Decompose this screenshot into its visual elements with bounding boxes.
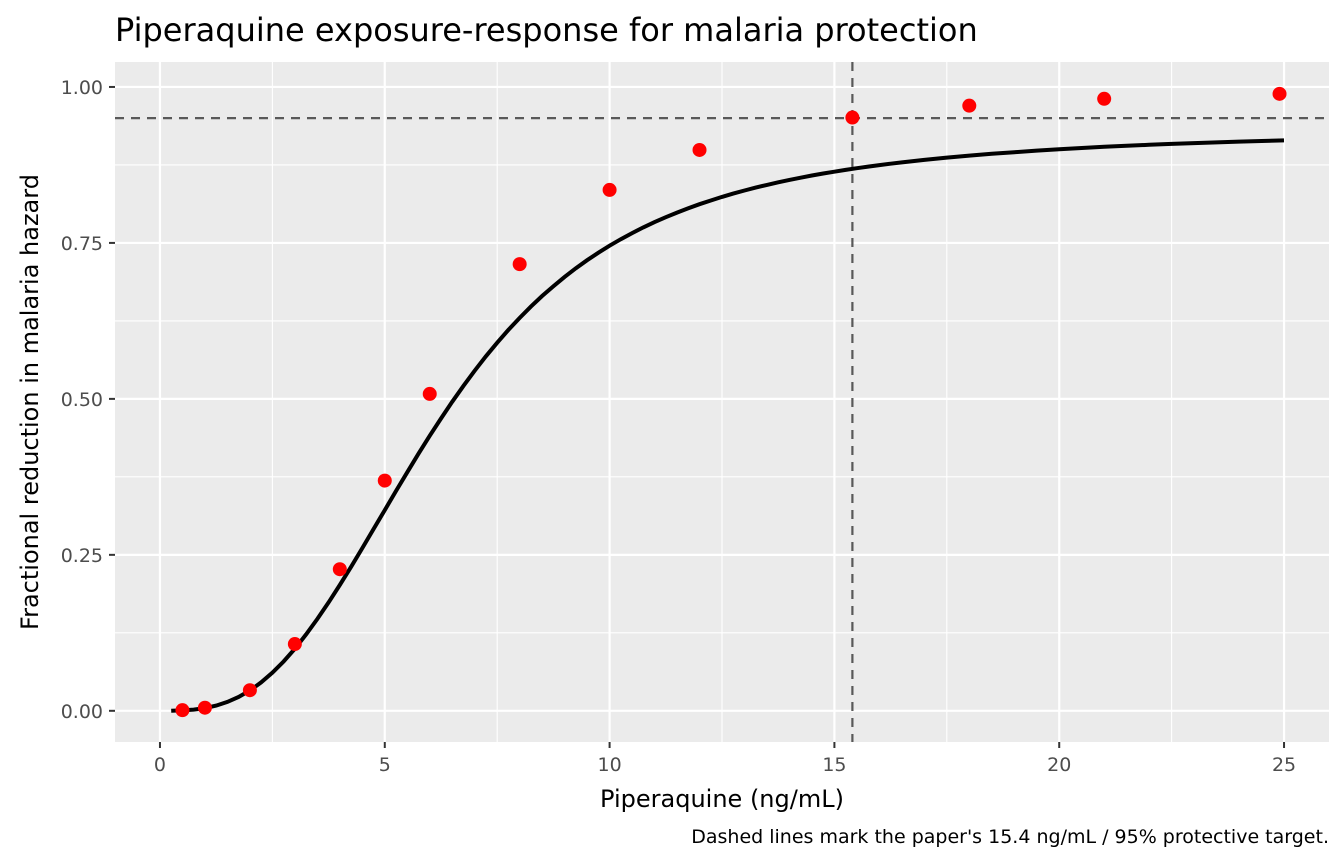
y-tick-label: 0.00 <box>61 701 103 723</box>
observed-points <box>175 86 1287 718</box>
x-axis-title: Piperaquine (ng/mL) <box>600 785 844 813</box>
data-point <box>962 98 977 113</box>
y-tick-label: 0.75 <box>61 233 103 255</box>
data-point <box>422 386 437 401</box>
fitted-curve-line <box>171 138 1285 713</box>
data-point <box>377 473 392 488</box>
y-axis-title: Fractional reduction in malaria hazard <box>16 174 44 630</box>
x-axis-ticks: 0 5 10 15 20 25 <box>154 742 1296 776</box>
y-tick-label: 1.00 <box>61 77 103 99</box>
data-point <box>1272 86 1287 101</box>
x-tick-label: 25 <box>1272 754 1296 776</box>
y-tick-label: 0.50 <box>61 389 103 411</box>
major-gridlines <box>115 62 1329 742</box>
data-point <box>845 110 860 125</box>
chart-title: Piperaquine exposure-response for malari… <box>115 11 978 49</box>
x-tick-label: 15 <box>822 754 846 776</box>
y-axis-ticks: 0.00 0.25 0.50 0.75 1.00 <box>61 77 115 723</box>
data-point <box>197 700 212 715</box>
minor-gridlines <box>115 62 1329 742</box>
chart-caption: Dashed lines mark the paper's 15.4 ng/mL… <box>691 826 1329 848</box>
x-tick-label: 0 <box>154 754 166 776</box>
x-tick-label: 10 <box>597 754 621 776</box>
x-tick-label: 5 <box>379 754 391 776</box>
data-point <box>602 182 617 197</box>
x-tick-label: 20 <box>1047 754 1071 776</box>
data-point <box>242 683 257 698</box>
data-point <box>175 703 190 718</box>
data-point <box>512 257 527 272</box>
reference-lines <box>115 62 1329 742</box>
data-point <box>692 142 707 157</box>
data-point <box>332 562 347 577</box>
data-point <box>1097 91 1112 106</box>
y-tick-label: 0.25 <box>61 545 103 567</box>
data-point <box>287 637 302 652</box>
